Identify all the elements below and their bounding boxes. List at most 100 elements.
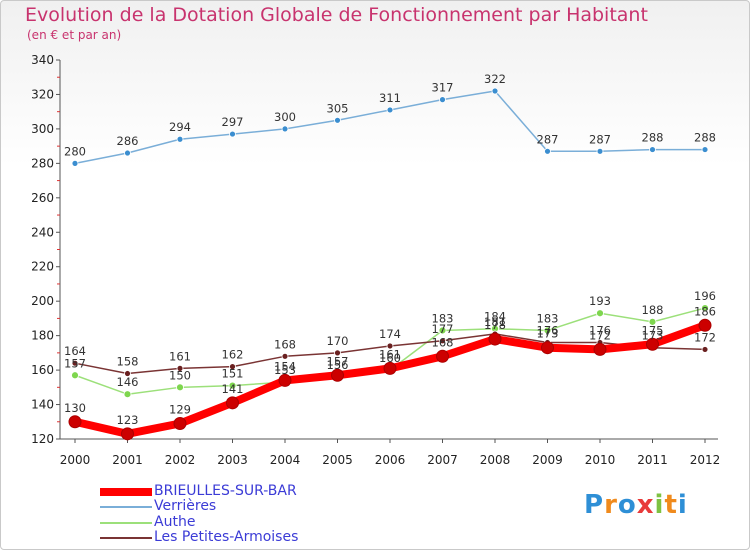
data-label-brieulles-sur-bar: 161 bbox=[379, 347, 401, 361]
data-point-authe bbox=[228, 381, 237, 390]
data-label-authe: 196 bbox=[694, 289, 716, 303]
data-label-verrieres: 305 bbox=[327, 101, 349, 115]
x-tick-label: 2005 bbox=[322, 453, 353, 467]
data-point-brieulles-sur-bar bbox=[226, 396, 239, 410]
data-point-les-petites-armoises bbox=[71, 359, 79, 367]
data-point-authe bbox=[596, 309, 604, 318]
data-point-brieulles-sur-bar bbox=[173, 416, 187, 430]
data-point-verrieres bbox=[71, 159, 79, 167]
data-label-authe: 184 bbox=[484, 310, 506, 324]
x-tick-label: 2008 bbox=[480, 453, 511, 467]
data-label-authe: 153 bbox=[274, 363, 296, 377]
data-label-authe: 156 bbox=[327, 358, 349, 372]
legend-label-verrieres: Verrières bbox=[154, 498, 217, 514]
data-point-les-petites-armoises bbox=[701, 346, 709, 353]
data-label-brieulles-sur-bar: 168 bbox=[432, 335, 454, 349]
data-point-authe bbox=[438, 326, 447, 335]
data-point-authe bbox=[648, 317, 657, 326]
data-label-les-petites-armoises: 177 bbox=[432, 322, 454, 336]
logo-letter: o bbox=[617, 490, 637, 520]
data-label-verrieres: 317 bbox=[432, 81, 454, 95]
data-point-brieulles-sur-bar bbox=[278, 373, 292, 387]
logo-letter: r bbox=[604, 490, 618, 520]
data-point-les-petites-armoises bbox=[334, 349, 341, 357]
data-label-authe: 193 bbox=[589, 294, 611, 308]
data-label-verrieres: 280 bbox=[64, 144, 86, 158]
data-point-verrieres bbox=[124, 149, 131, 157]
x-tick-label: 2011 bbox=[637, 453, 668, 467]
data-point-verrieres bbox=[649, 146, 656, 153]
data-label-les-petites-armoises: 172 bbox=[694, 330, 716, 344]
data-point-brieulles-sur-bar bbox=[646, 337, 659, 351]
data-point-authe bbox=[701, 304, 709, 312]
logo-letter: t bbox=[664, 490, 678, 520]
logo-letter: i bbox=[654, 490, 665, 520]
data-label-brieulles-sur-bar: 175 bbox=[642, 323, 664, 337]
data-label-les-petites-armoises: 176 bbox=[589, 324, 611, 338]
y-tick-label: 180 bbox=[31, 329, 54, 343]
data-label-les-petites-armoises: 181 bbox=[484, 315, 506, 329]
y-tick-label: 300 bbox=[31, 122, 54, 136]
data-point-brieulles-sur-bar bbox=[436, 349, 449, 363]
data-label-les-petites-armoises: 173 bbox=[642, 329, 664, 343]
x-tick-label: 2007 bbox=[427, 453, 458, 467]
data-point-les-petites-armoises bbox=[439, 337, 446, 345]
data-point-verrieres bbox=[544, 147, 551, 155]
data-label-verrieres: 288 bbox=[694, 131, 716, 145]
data-point-les-petites-armoises bbox=[229, 363, 236, 371]
data-label-les-petites-armoises: 176 bbox=[537, 324, 559, 338]
data-point-authe bbox=[123, 390, 132, 399]
x-tick-label: 2004 bbox=[270, 453, 301, 467]
x-tick-label: 2012 bbox=[690, 453, 721, 467]
y-tick-label: 220 bbox=[31, 260, 54, 274]
data-point-authe bbox=[543, 326, 552, 335]
y-tick-label: 240 bbox=[31, 225, 54, 239]
data-point-verrieres bbox=[491, 87, 499, 95]
data-point-verrieres bbox=[386, 106, 394, 114]
data-point-verrieres bbox=[701, 146, 709, 153]
data-label-verrieres: 287 bbox=[537, 132, 559, 146]
data-label-verrieres: 286 bbox=[117, 134, 139, 148]
legend-label-authe: Authe bbox=[154, 514, 196, 530]
legend-label-petites-armoises: Les Petites-Armoises bbox=[154, 529, 299, 545]
data-point-brieulles-sur-bar bbox=[121, 427, 134, 441]
data-point-les-petites-armoises bbox=[176, 364, 184, 372]
data-label-verrieres: 322 bbox=[484, 72, 506, 86]
data-point-brieulles-sur-bar bbox=[331, 368, 344, 382]
data-label-verrieres: 297 bbox=[222, 115, 244, 129]
logo-letter: x bbox=[636, 490, 655, 520]
y-tick-label: 340 bbox=[31, 53, 54, 67]
data-label-authe: 160 bbox=[379, 351, 401, 365]
chart-title: Evolution de la Dotation Globale de Fonc… bbox=[25, 4, 648, 26]
data-label-brieulles-sur-bar: 178 bbox=[484, 318, 506, 332]
data-point-authe bbox=[176, 383, 184, 392]
data-label-les-petites-armoises: 164 bbox=[64, 344, 86, 358]
data-label-brieulles-sur-bar: 173 bbox=[537, 327, 559, 341]
logo-letter: P bbox=[584, 490, 605, 520]
data-label-brieulles-sur-bar: 157 bbox=[327, 354, 349, 368]
x-tick-label: 2002 bbox=[165, 453, 196, 467]
data-label-verrieres: 300 bbox=[274, 110, 296, 124]
data-label-les-petites-armoises: 162 bbox=[222, 348, 244, 362]
data-label-brieulles-sur-bar: 154 bbox=[274, 359, 296, 373]
data-point-brieulles-sur-bar bbox=[698, 318, 712, 332]
data-label-les-petites-armoises: 168 bbox=[274, 337, 296, 351]
data-label-authe: 151 bbox=[222, 367, 244, 381]
y-tick-label: 260 bbox=[31, 191, 54, 205]
x-tick-label: 2006 bbox=[375, 453, 406, 467]
y-tick-label: 120 bbox=[31, 432, 54, 446]
data-label-brieulles-sur-bar: 141 bbox=[222, 382, 244, 396]
data-point-verrieres bbox=[176, 135, 184, 143]
x-tick-label: 2009 bbox=[532, 453, 563, 467]
data-point-brieulles-sur-bar bbox=[68, 415, 82, 429]
data-label-les-petites-armoises: 170 bbox=[327, 334, 349, 348]
data-point-les-petites-armoises bbox=[281, 352, 289, 360]
data-label-verrieres: 288 bbox=[642, 131, 664, 145]
data-label-les-petites-armoises: 158 bbox=[117, 355, 139, 369]
proxiti-logo: Proxiti bbox=[584, 490, 688, 520]
data-label-brieulles-sur-bar: 129 bbox=[169, 402, 191, 416]
y-tick-label: 140 bbox=[31, 398, 54, 412]
data-label-authe: 157 bbox=[64, 356, 86, 370]
data-label-authe: 146 bbox=[117, 375, 139, 389]
